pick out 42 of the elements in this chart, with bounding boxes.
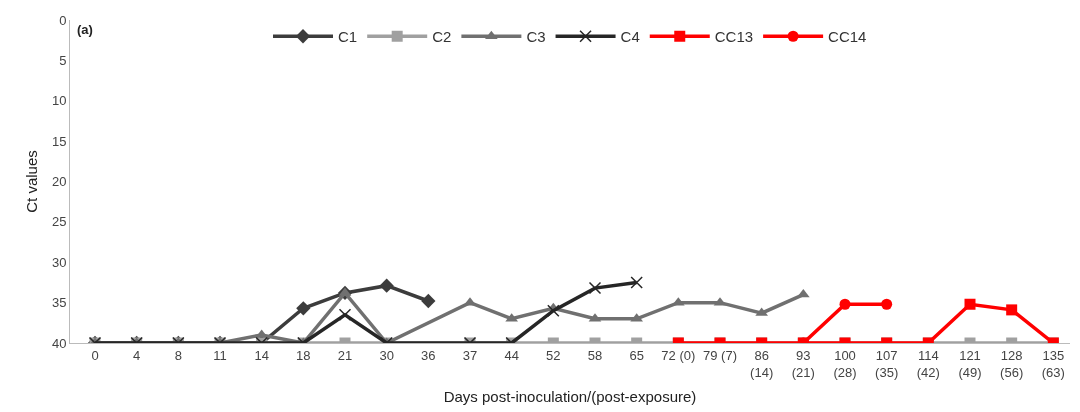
legend-label: C2 bbox=[432, 28, 452, 46]
x-tick-label: 128 (56) bbox=[1000, 347, 1024, 380]
x-tick-label: 30 bbox=[379, 347, 394, 363]
x-tick-label: 58 bbox=[587, 347, 603, 363]
x-tick-label: 18 bbox=[296, 347, 311, 363]
y-tick-label: 20 bbox=[51, 174, 67, 190]
x-tick-label: 37 bbox=[462, 347, 478, 363]
y-tick-label: 35 bbox=[51, 295, 67, 311]
legend-label: C3 bbox=[526, 28, 546, 46]
x-tick-label: 114 (42) bbox=[916, 347, 940, 380]
x-tick-label: 52 bbox=[546, 347, 561, 363]
legend-label: C1 bbox=[338, 28, 358, 46]
x-tick-label: 0 bbox=[91, 347, 99, 363]
x-tick-label: 65 bbox=[629, 347, 644, 363]
x-tick-label: 72 (0) bbox=[661, 347, 696, 363]
x-tick-label: 100 (28) bbox=[833, 347, 857, 380]
y-axis-title: Ct values bbox=[23, 150, 41, 213]
x-tick-label: 135 (63) bbox=[1041, 347, 1065, 380]
x-tick-label: 44 bbox=[504, 347, 519, 363]
x-tick-label: 79 (7) bbox=[703, 347, 737, 363]
x-tick-label: 21 bbox=[337, 347, 353, 363]
x-axis-title: Days post-inoculation/(post-exposure) bbox=[443, 387, 697, 405]
legend-label: C4 bbox=[620, 28, 640, 46]
legend-label: CC13 bbox=[714, 28, 754, 46]
x-tick-label: 86 (14) bbox=[750, 347, 774, 380]
x-tick-label: 4 bbox=[133, 347, 141, 363]
x-tick-label: 93 (21) bbox=[791, 347, 815, 380]
x-tick-label: 11 bbox=[213, 347, 227, 363]
annotation: (a) bbox=[77, 22, 93, 37]
y-tick-label: 5 bbox=[59, 52, 67, 68]
y-tick-label: 0 bbox=[59, 12, 67, 28]
y-tick-label: 40 bbox=[51, 335, 67, 351]
y-tick-label: 10 bbox=[51, 93, 67, 109]
x-tick-label: 121 (49) bbox=[958, 347, 982, 380]
y-tick-label: 25 bbox=[51, 214, 67, 230]
legend-label: CC14 bbox=[828, 28, 867, 46]
x-tick-label: 14 bbox=[254, 347, 269, 363]
x-tick-label: 36 bbox=[421, 347, 436, 363]
y-tick-label: 30 bbox=[51, 254, 67, 270]
y-tick-label: 15 bbox=[51, 133, 67, 149]
x-tick-label: 107 (35) bbox=[875, 347, 899, 380]
x-tick-label: 8 bbox=[174, 347, 182, 363]
